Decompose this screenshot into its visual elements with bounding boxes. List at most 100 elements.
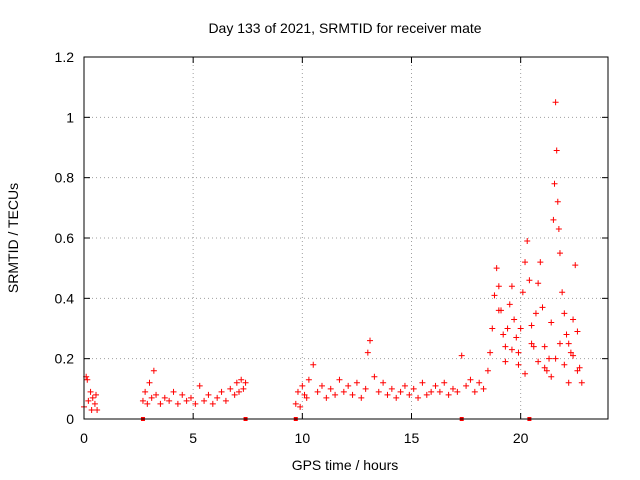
data-point [563,331,570,338]
data-point [150,367,157,374]
data-point [493,265,500,272]
data-point [578,379,585,386]
data-point [384,391,391,398]
data-point [233,379,240,386]
data-point [332,391,339,398]
data-point [480,385,487,392]
data-points [81,99,585,413]
data-point [161,394,168,401]
data-point [88,406,95,413]
data-point [388,385,395,392]
data-point [170,388,177,395]
y-tick-label: 0.6 [55,230,75,246]
data-point [556,340,563,347]
data-point [238,376,245,383]
data-point [463,382,470,389]
data-point [401,382,408,389]
data-point [292,400,299,407]
data-point [85,397,92,404]
data-point [513,334,520,341]
data-point [192,400,199,407]
data-point [183,397,190,404]
data-point [528,322,535,329]
data-point [236,388,243,395]
x-tick-label: 20 [513,430,529,446]
data-point [535,280,542,287]
data-point [565,340,572,347]
data-point [445,391,452,398]
data-point [297,403,304,410]
data-point [303,394,310,401]
data-point [458,352,465,359]
data-point [467,376,474,383]
data-point [214,394,221,401]
data-point [209,400,216,407]
data-point [397,388,404,395]
data-point [491,292,498,299]
data-point [561,310,568,317]
y-axis-label: SRMTID / TECUs [5,183,21,293]
data-point [142,388,149,395]
data-point [565,379,572,386]
data-point [576,364,583,371]
data-point [144,400,151,407]
data-point [515,349,522,356]
data-point [541,364,548,371]
data-point [380,379,387,386]
data-point [323,394,330,401]
data-point [201,397,208,404]
data-point [561,361,568,368]
chart-title: Day 133 of 2021, SRMTID for receiver mat… [208,20,481,36]
data-point [454,388,461,395]
data-point [551,180,558,187]
data-point [567,349,574,356]
data-point [218,388,225,395]
data-point [358,394,365,401]
data-point [487,349,494,356]
data-point [484,367,491,374]
data-point [559,289,566,296]
data-point [471,388,478,395]
data-point [489,325,496,332]
data-point [432,382,439,389]
data-point [548,373,555,380]
data-point [364,349,371,356]
data-point [476,379,483,386]
y-tick-label: 0.8 [55,170,75,186]
data-point [327,385,334,392]
x-tick-label: 15 [404,430,420,446]
data-point [508,346,515,353]
y-tick-label: 1 [66,109,74,125]
data-point [84,376,91,383]
data-point [537,259,544,266]
data-point [406,391,413,398]
data-point [139,397,146,404]
grid-lines [84,57,608,419]
data-point [94,406,101,413]
data-point [511,316,518,323]
data-point [449,385,456,392]
data-point [436,388,443,395]
data-point [553,147,560,154]
data-point [87,388,94,395]
data-point [187,394,194,401]
data-point [196,382,203,389]
data-point [242,379,249,386]
data-point [353,379,360,386]
data-point [502,343,509,350]
data-point [423,391,430,398]
data-point [415,394,422,401]
x-tick-label: 0 [80,430,88,446]
data-point [555,225,562,232]
data-point [362,385,369,392]
data-point [515,361,522,368]
data-point [428,388,435,395]
data-point [345,382,352,389]
data-point [530,343,537,350]
data-point [393,394,400,401]
y-tick-label: 1.2 [55,49,75,65]
y-tick-label: 0.4 [55,290,75,306]
data-point [572,262,579,269]
data-point [539,304,546,311]
